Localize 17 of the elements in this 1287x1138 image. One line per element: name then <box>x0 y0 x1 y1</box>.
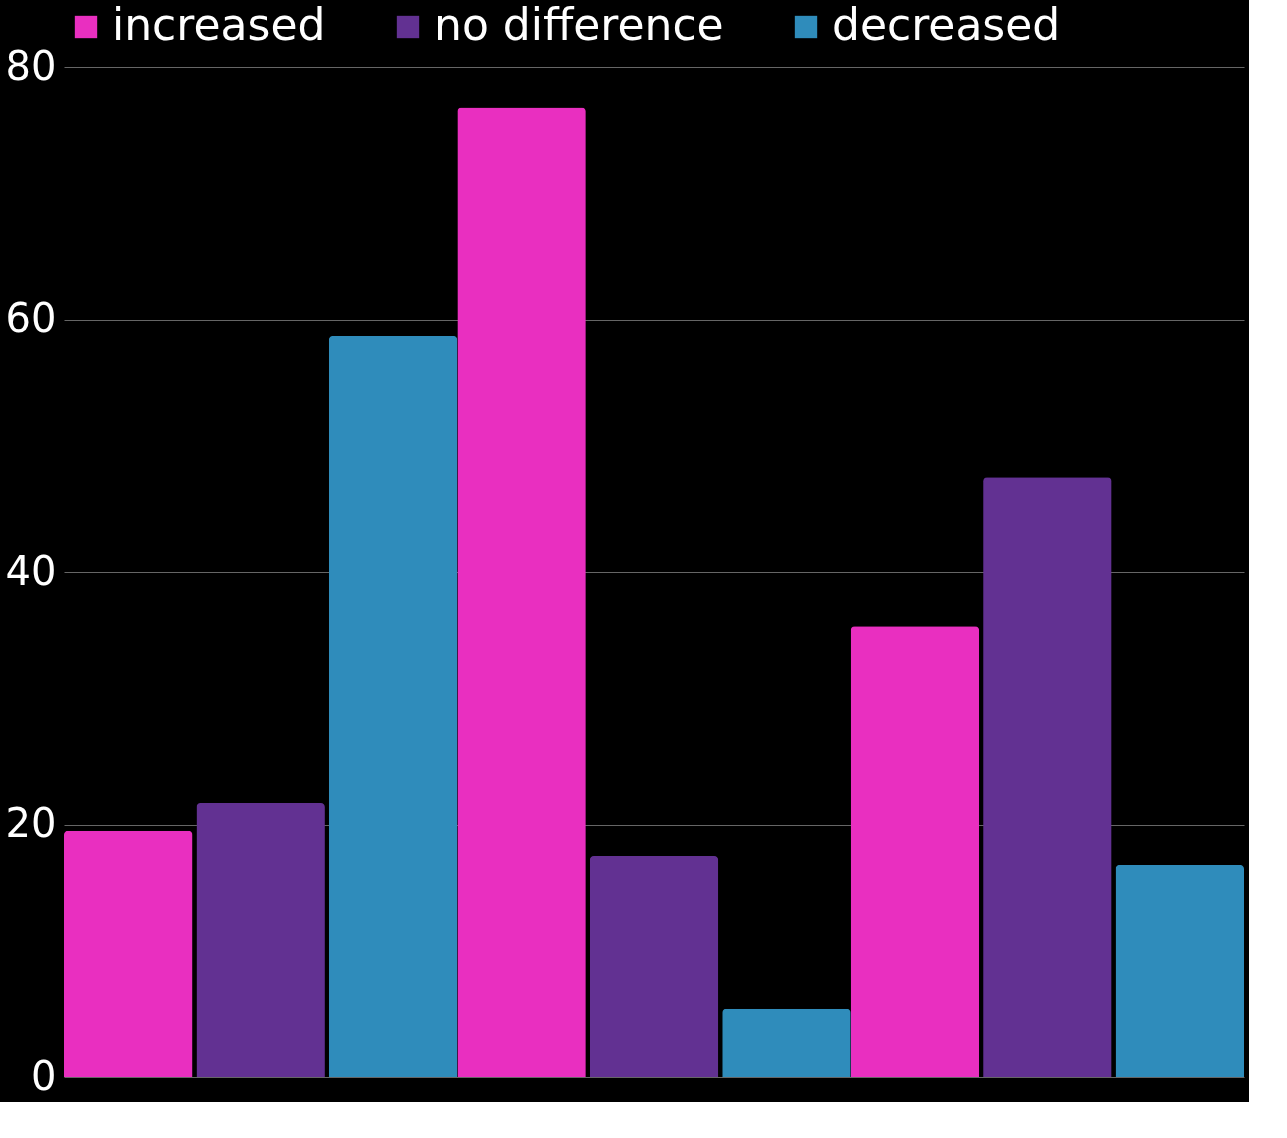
bar <box>983 477 1112 1077</box>
y-tick-label: 0 <box>31 1052 57 1099</box>
y-tick-label: 60 <box>5 295 57 341</box>
legend-label: increased <box>112 0 326 50</box>
bar <box>64 830 193 1077</box>
bar <box>1115 864 1244 1077</box>
bar <box>457 107 586 1077</box>
y-tick-label: 40 <box>5 547 57 594</box>
y-tick-label: 20 <box>5 800 57 846</box>
bar <box>589 856 719 1077</box>
bar <box>196 803 325 1077</box>
bar <box>850 626 980 1077</box>
bar <box>328 335 458 1077</box>
legend-label: no difference <box>434 0 724 50</box>
bar <box>722 1008 851 1077</box>
y-tick-label: 80 <box>5 42 57 89</box>
legend-label: decreased <box>832 0 1061 50</box>
